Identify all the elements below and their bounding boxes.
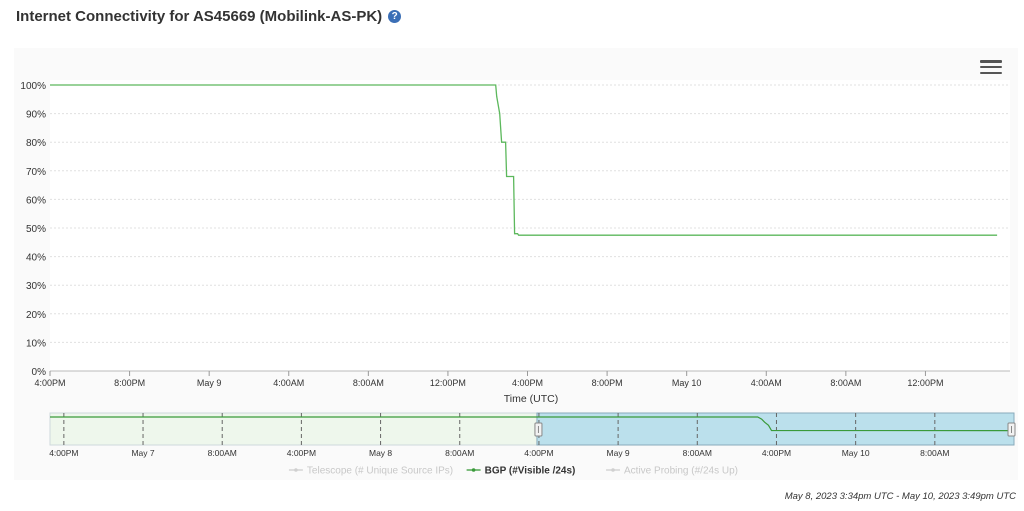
navigator-tick-label: 4:00PM (287, 448, 316, 458)
connectivity-chart: 0% 10% 20% 30% 40% 50% 60% 70% 80% 90% 100% 4:00PM 8… (20, 80, 1016, 477)
y-tick-label: 70% (26, 167, 46, 178)
navigator-tick-label: 4:00PM (524, 448, 553, 458)
x-tick-label: 4:00AM (273, 378, 304, 388)
y-tick-label: 30% (26, 281, 46, 292)
x-tick-label: 4:00AM (751, 378, 782, 388)
y-tick-label: 40% (26, 253, 46, 264)
bgp-series-line (50, 84, 998, 236)
legend-item[interactable]: Active Probing (#/24s Up) (606, 466, 738, 477)
x-tick-label: May 10 (672, 378, 702, 388)
navigator-tick-label: 8:00AM (920, 448, 949, 458)
panel-title: Internet Connectivity for AS45669 (Mobil… (16, 8, 402, 25)
footer-date-range: May 8, 2023 3:34pm UTC - May 10, 2023 3:… (784, 491, 1016, 502)
y-tick-label: 10% (26, 338, 46, 349)
navigator-series-line (50, 416, 1015, 432)
navigator-tick-label: 4:00PM (49, 448, 78, 458)
hamburger-icon-bar (980, 71, 1002, 74)
navigator-tick-label: May 7 (131, 448, 154, 458)
y-tick-label: 100% (20, 81, 46, 92)
chart-container: 0% 10% 20% 30% 40% 50% 60% 70% 80% 90% 100% 4:00PM 8… (14, 48, 1018, 480)
x-axis-title: Time (UTC) (504, 393, 558, 405)
legend-symbol-dot (294, 468, 298, 472)
navigator-tick-label: May 9 (607, 448, 630, 458)
legend-item[interactable]: Telescope (# Unique Source IPs) (288, 466, 453, 477)
legend-label: Telescope (# Unique Source IPs) (307, 466, 453, 477)
y-tick-label: 20% (26, 310, 46, 321)
x-tick-label: 8:00PM (592, 378, 623, 388)
y-tick-label: 60% (26, 195, 46, 206)
question-circle-icon[interactable]: ? (388, 10, 402, 23)
y-tick-label: 90% (26, 110, 46, 121)
legend-symbol-dot (611, 468, 615, 472)
legend-label: Active Probing (#/24s Up) (624, 466, 738, 477)
y-tick-label: 80% (26, 138, 46, 149)
y-tick-label: 50% (26, 224, 46, 235)
x-tick-label: 8:00AM (830, 378, 861, 388)
navigator-tick-label: 8:00AM (445, 448, 474, 458)
x-tick-label: 12:00PM (907, 378, 943, 388)
chart-menu-button[interactable] (980, 58, 1002, 76)
navigator-tick-label: May 8 (369, 448, 392, 458)
navigator-selected-range (536, 412, 1015, 446)
x-tick-label: 8:00PM (114, 378, 145, 388)
hamburger-icon-bar (980, 60, 1002, 63)
legend-label: BGP (#Visible /24s) (485, 466, 576, 477)
x-tick-label: 12:00PM (430, 378, 466, 388)
navigator-tick-label: 4:00PM (762, 448, 791, 458)
navigator-tick-label: 8:00AM (683, 448, 712, 458)
x-tick-label: 4:00PM (512, 378, 543, 388)
chart-page-title: Internet Connectivity for AS45669 (Mobil… (16, 8, 383, 25)
legend-item[interactable]: BGP (#Visible /24s) (466, 466, 576, 477)
x-tick-label: May 9 (197, 378, 222, 388)
x-tick-label: 4:00PM (34, 378, 65, 388)
plot-background (50, 80, 1010, 371)
legend-symbol-dot (471, 468, 476, 472)
navigator-tick-label: May 10 (842, 448, 870, 458)
x-tick-label: 8:00AM (353, 378, 384, 388)
hamburger-icon-bar (980, 65, 1002, 69)
navigator-tick-label: 8:00AM (208, 448, 237, 458)
y-tick-label: 0% (32, 367, 47, 378)
